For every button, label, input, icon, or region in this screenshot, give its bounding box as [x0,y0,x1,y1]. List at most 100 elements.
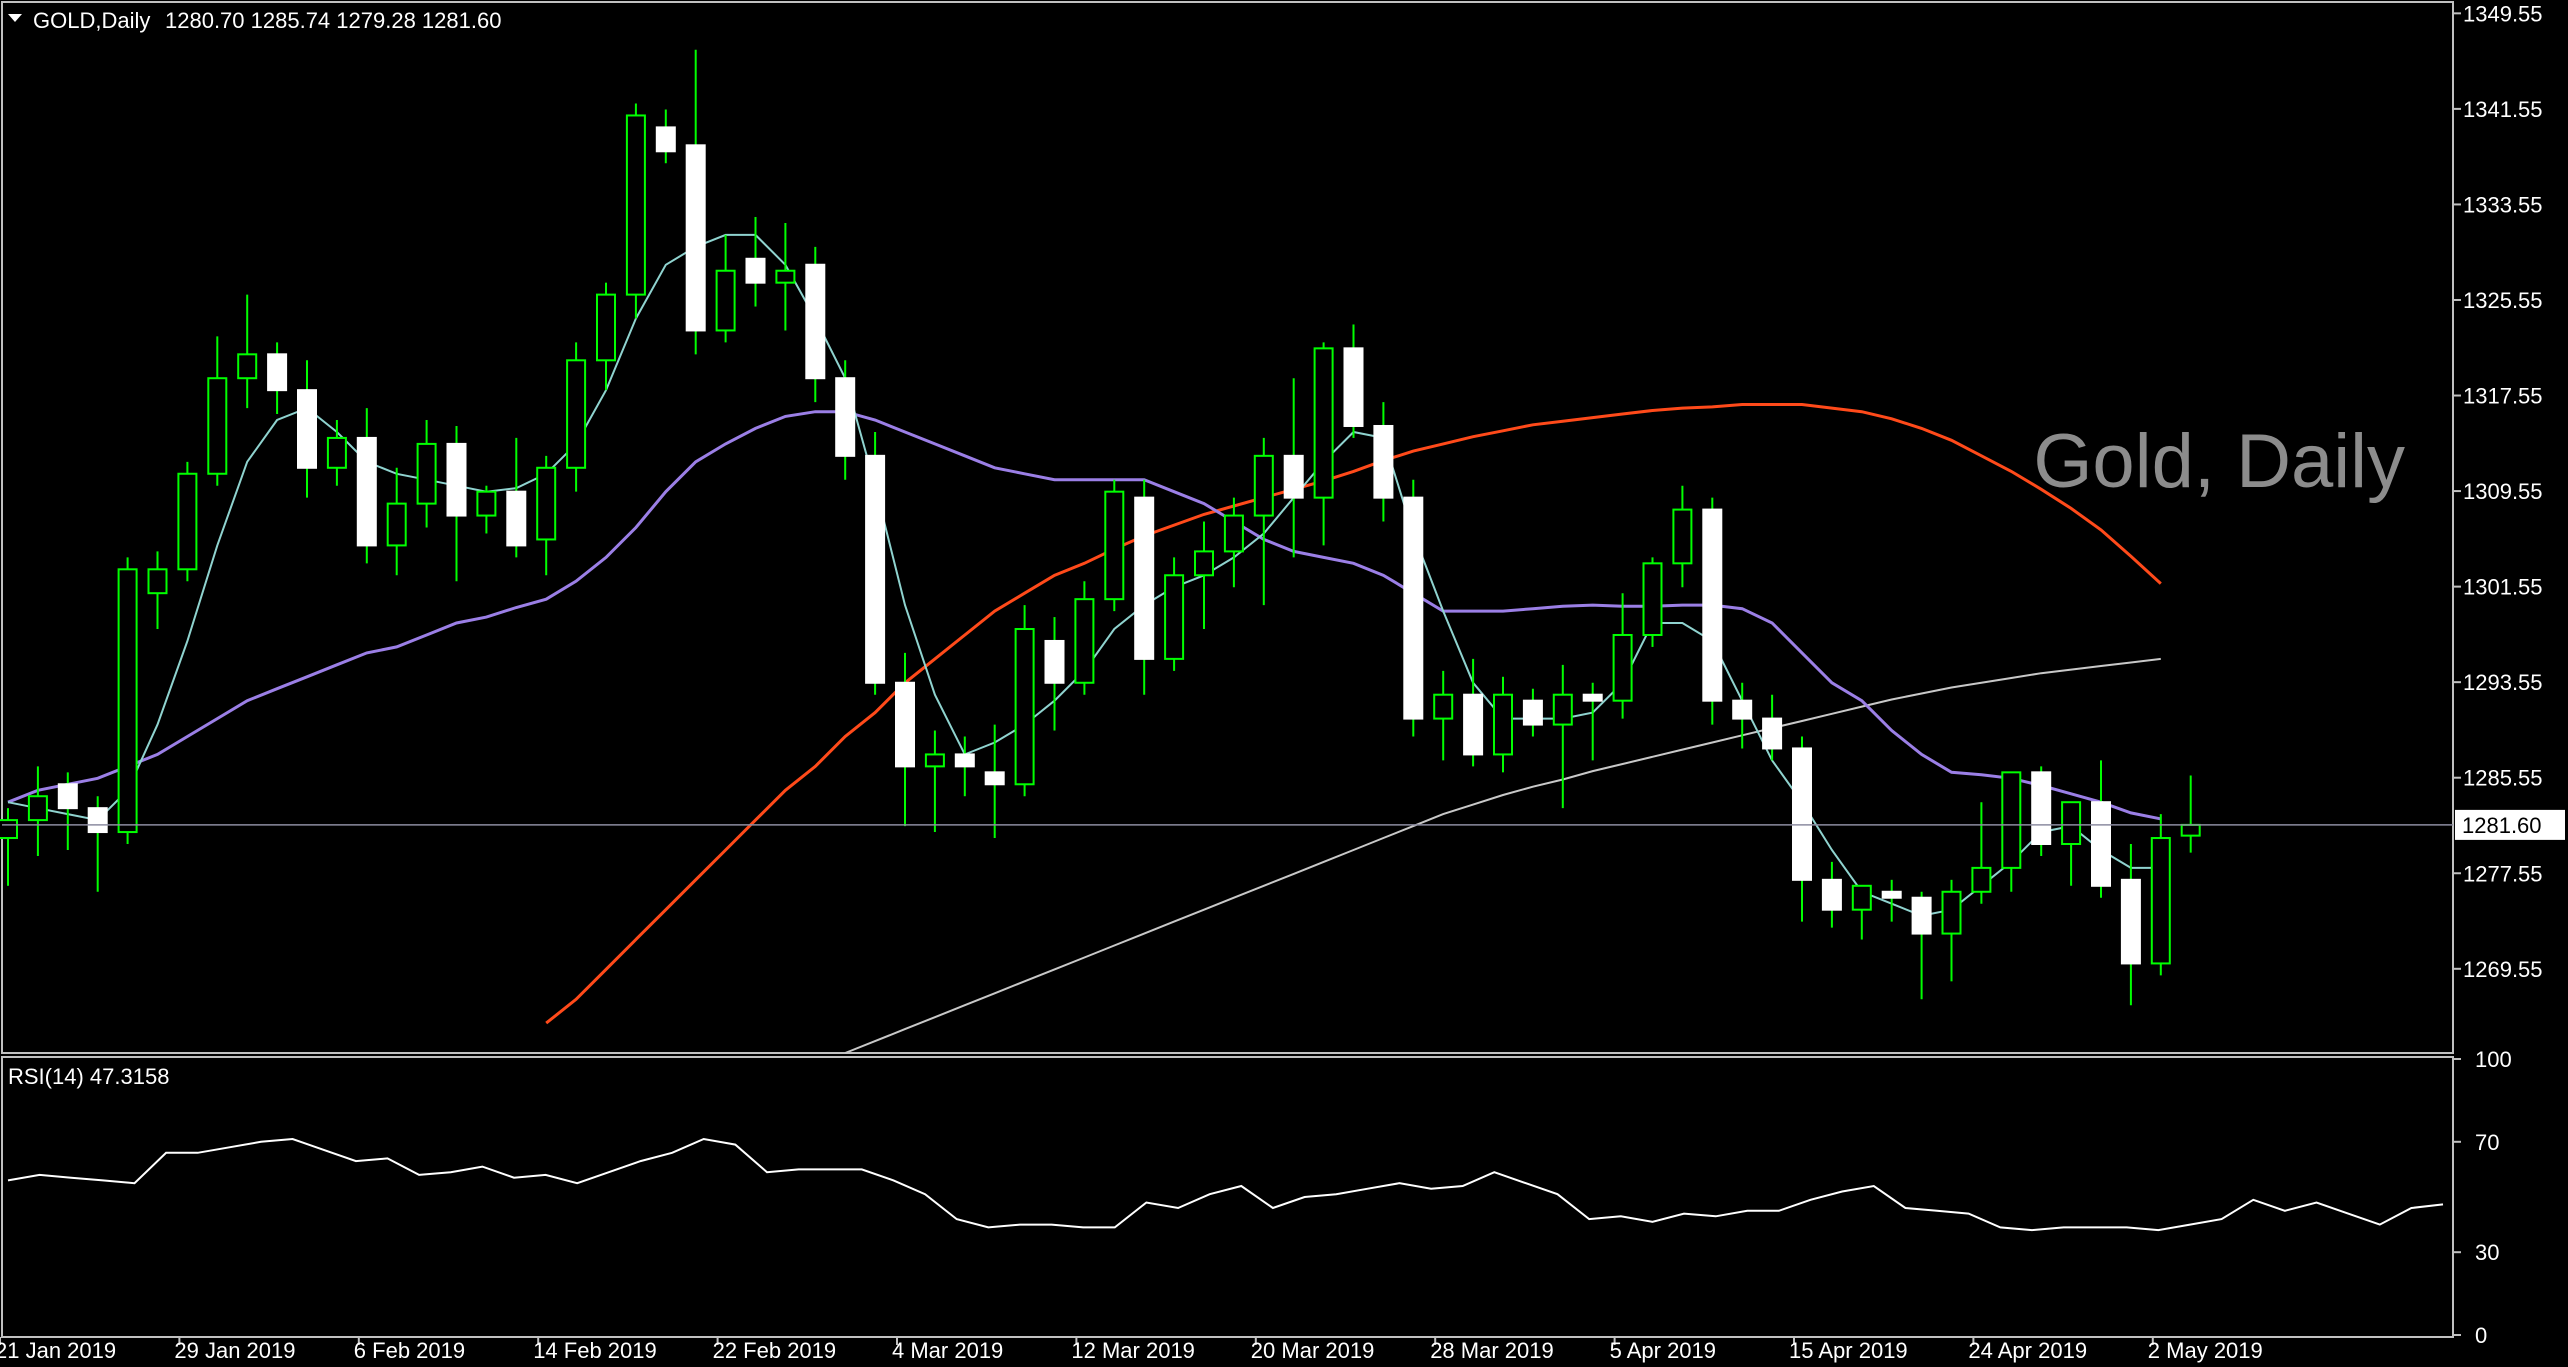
candle-body-bull [1941,890,1962,935]
chart-watermark: Gold, Daily [2033,419,2405,504]
candle-body-bull [1164,574,1185,660]
candle [57,772,78,850]
time-tick-label: 28 Mar 2019 [1430,1338,1554,1363]
price-tick-label: 1317.55 [2463,384,2543,409]
rsi-tick-label: 30 [2475,1240,2499,1265]
candle-body-bull [2150,837,2171,965]
candle [27,766,48,856]
candle [2180,775,2201,853]
candle [1223,497,1244,588]
candle [1612,593,1633,719]
ma-200-line [844,657,2161,1054]
time-tick-label: 6 Feb 2019 [354,1338,465,1363]
candle-body-bear [1792,747,1812,881]
candle-body-bull [715,269,736,332]
candle-body-bear [984,771,1005,786]
candle-body-bear [1762,717,1783,750]
candle [2150,814,2171,976]
candle-body-bull [2001,771,2022,869]
rsi-tick-label: 0 [2475,1323,2487,1348]
symbol-dropdown-icon[interactable] [8,14,22,22]
candle [954,736,975,797]
price-tick-label: 1269.55 [2463,957,2543,982]
candle-body-bear [655,126,676,153]
candle-body-bear [745,257,766,284]
candle-body-bear [1702,508,1723,702]
candle [625,103,646,319]
candle-body-bull [1493,693,1513,756]
candle-body-bull [1851,884,1872,911]
candle-body-bear [2091,801,2111,887]
candle-body-bull [386,502,407,547]
candle [2001,771,2022,892]
time-tick-label: 2 May 2019 [2148,1338,2263,1363]
candle-body-bear [805,263,826,380]
current-price-value: 1281.60 [2462,813,2542,838]
candle [685,49,706,355]
candle-body-bull [1194,550,1214,577]
ma-mid-line [7,410,2162,821]
candle-body-bull [2061,801,2082,845]
candle [356,408,377,564]
current-price-tag: 1281.60 [2455,809,2565,840]
time-axis[interactable]: 21 Jan 2019 29 Jan 2019 6 Feb 2019 14 Feb 2… [0,1337,2263,1363]
candle-body-bear [954,753,975,768]
candle [1463,658,1484,767]
time-tick-label: 12 Mar 2019 [1071,1338,1195,1363]
candle-body-bull [566,359,587,469]
time-tick-label: 29 Jan 2019 [174,1338,295,1363]
candle-body-bear [685,144,706,332]
rsi-line [7,1137,2444,1232]
candle-body-bear [87,807,108,834]
candle [805,246,826,403]
candle [775,222,796,331]
ma-slow-line [545,403,2162,1025]
candle [1104,479,1125,612]
candle [1403,479,1424,737]
candle [476,485,497,534]
candle [2031,766,2052,856]
candle [1074,581,1095,695]
time-tick-label: 4 Mar 2019 [892,1338,1003,1363]
candle [1971,802,1992,904]
candle [267,342,288,415]
candle-body-bear [267,353,288,392]
candle-body-bear [1911,896,1932,935]
price-axis[interactable]: 1349.55 1341.55 1333.55 1325.55 1317.55 1309.… [2453,1,2543,982]
candle [745,216,766,307]
candle [1762,694,1783,761]
candle-body-bull [117,568,138,834]
candle [536,455,557,576]
candle [1881,879,1902,922]
candle [1253,437,1274,606]
price-panel-frame [1,1,2454,1054]
candle-body-bull [1552,693,1573,726]
candle [1044,617,1065,731]
price-tick-label: 1277.55 [2463,861,2543,886]
candle-body-bear [1881,890,1902,899]
rsi-tick-label: 100 [2475,1047,2512,1072]
candle-body-bull [596,293,616,362]
candle [865,431,886,695]
candle [1134,479,1155,695]
candle [566,342,587,492]
price-tick-label: 1325.55 [2463,288,2543,313]
candle-body-bull [1313,347,1334,499]
candle [895,652,915,827]
candle-body-bull [775,269,796,284]
candle [1313,342,1334,546]
price-tick-label: 1285.55 [2463,766,2543,791]
candle [207,336,228,486]
candle [386,467,407,576]
candle [1283,378,1304,558]
candle [1164,557,1185,671]
candle-body-bear [1134,496,1155,660]
ma-fast-line [7,233,2161,917]
candle [715,234,736,343]
candle-body-bull [147,568,168,595]
candle-body-bear [895,681,915,768]
candle-body-bull [1253,454,1274,517]
candle [924,730,945,833]
candle [1433,670,1454,761]
